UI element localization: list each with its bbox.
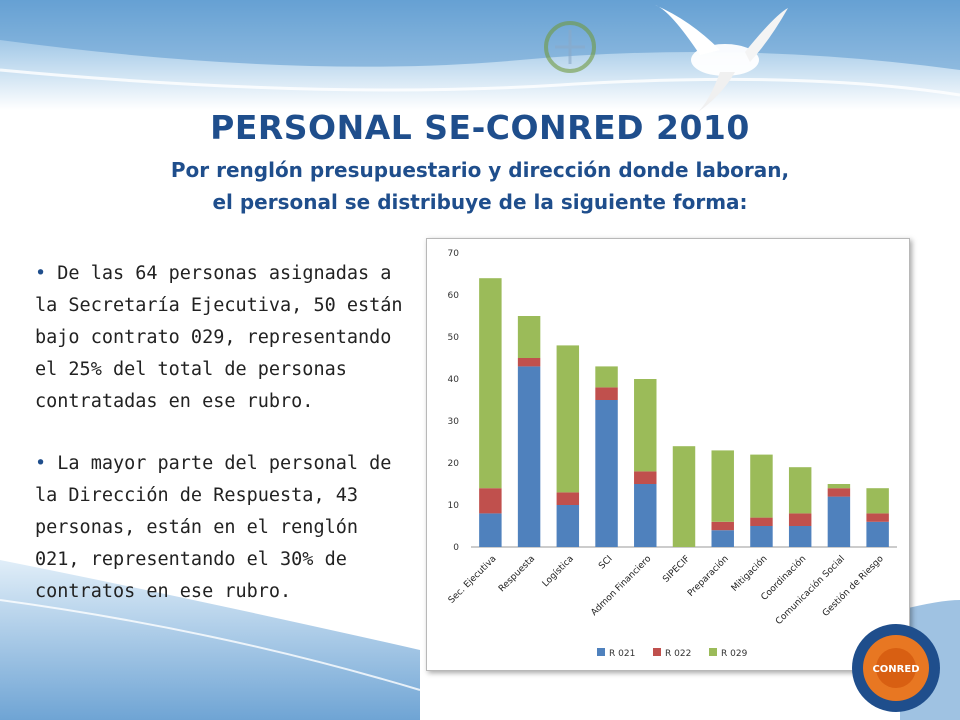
x-tick-label: Comunicación Social [773, 553, 847, 627]
bar-segment [634, 471, 657, 484]
legend-swatch [597, 648, 605, 656]
bar-segment [788, 526, 812, 547]
bar-segment [517, 366, 541, 547]
bar-segment [866, 488, 889, 514]
guatemala-emblem-icon [544, 21, 596, 73]
bar-segment [866, 521, 889, 547]
x-tick-label: Preparación [685, 553, 731, 599]
bullet-item-2: • La mayor parte del personal de la Dire… [35, 448, 405, 608]
bar-segment [595, 400, 618, 547]
y-tick-label: 70 [448, 249, 460, 259]
x-tick-label: Respuesta [497, 554, 537, 594]
bar-segment [711, 521, 734, 531]
x-tick-label: Sec. Ejecutiva [447, 554, 499, 606]
bar-segment [750, 517, 773, 526]
bar-segment [556, 505, 580, 547]
y-tick-label: 40 [448, 375, 460, 385]
x-tick-label: Logística [541, 554, 576, 589]
y-tick-label: 10 [448, 501, 460, 511]
bar-segment [479, 278, 502, 489]
conred-seal-icon: CONRED [852, 624, 940, 712]
slide-subtitle-line-2: el personal se distribuye de la siguient… [212, 190, 748, 214]
bullet-dot-icon: • [35, 263, 58, 284]
bullet-text-1: De las 64 personas asignadas a la Secret… [35, 263, 403, 412]
y-tick-label: 30 [448, 417, 460, 427]
slide-title: PERSONAL SE-CONRED 2010 [210, 108, 750, 147]
y-tick-label: 60 [448, 291, 460, 301]
chart-panel: 0 10 20 30 40 50 60 70 Sec. Ejecutiva Respuesta Lo… [426, 238, 910, 671]
y-tick-label: 20 [448, 459, 460, 469]
svg-text:CONRED: CONRED [872, 664, 919, 675]
legend-swatch [653, 648, 661, 656]
slide-subtitle-line-1: Por renglón presupuestario y dirección d… [170, 158, 790, 182]
bullet-list: • De las 64 personas asignadas a la Secr… [35, 258, 405, 638]
bar-segment [788, 467, 812, 514]
bullet-item-1: • De las 64 personas asignadas a la Secr… [35, 258, 405, 418]
legend-swatch [709, 648, 717, 656]
bar-segment [479, 488, 502, 514]
y-tick-label: 50 [448, 333, 460, 343]
bar-segment [517, 316, 541, 358]
x-tick-label: SIPECIF [661, 554, 692, 585]
bar-segment [556, 345, 580, 493]
x-tick-label: Mitigación [729, 553, 769, 593]
bar-segment [866, 513, 889, 522]
bar-segment [595, 387, 618, 400]
bar-segment [750, 526, 773, 547]
bar-segment [595, 366, 618, 388]
legend-label: R 029 [721, 649, 748, 659]
bar-segment [634, 484, 657, 547]
bullet-text-2: La mayor parte del personal de la Direcc… [35, 453, 392, 602]
bar-segment [827, 488, 851, 497]
x-tick-label: SCI [597, 554, 614, 571]
bar-segment [479, 513, 502, 547]
bar-segment [556, 492, 580, 505]
bar-segment [750, 454, 773, 518]
legend-label: R 022 [665, 649, 691, 659]
bar-segment [672, 446, 696, 547]
bar-segment [827, 496, 851, 547]
y-tick-label: 0 [453, 543, 459, 553]
bar-segment [711, 530, 734, 547]
bar-segment [634, 379, 657, 472]
bar-segment [517, 358, 541, 367]
bar-segment [788, 513, 812, 526]
bar-segment [711, 450, 734, 522]
bullet-dot-icon: • [35, 453, 58, 474]
dove-logo-icon [655, 5, 788, 112]
bar-segment [827, 484, 851, 489]
legend-label: R 021 [609, 649, 635, 659]
